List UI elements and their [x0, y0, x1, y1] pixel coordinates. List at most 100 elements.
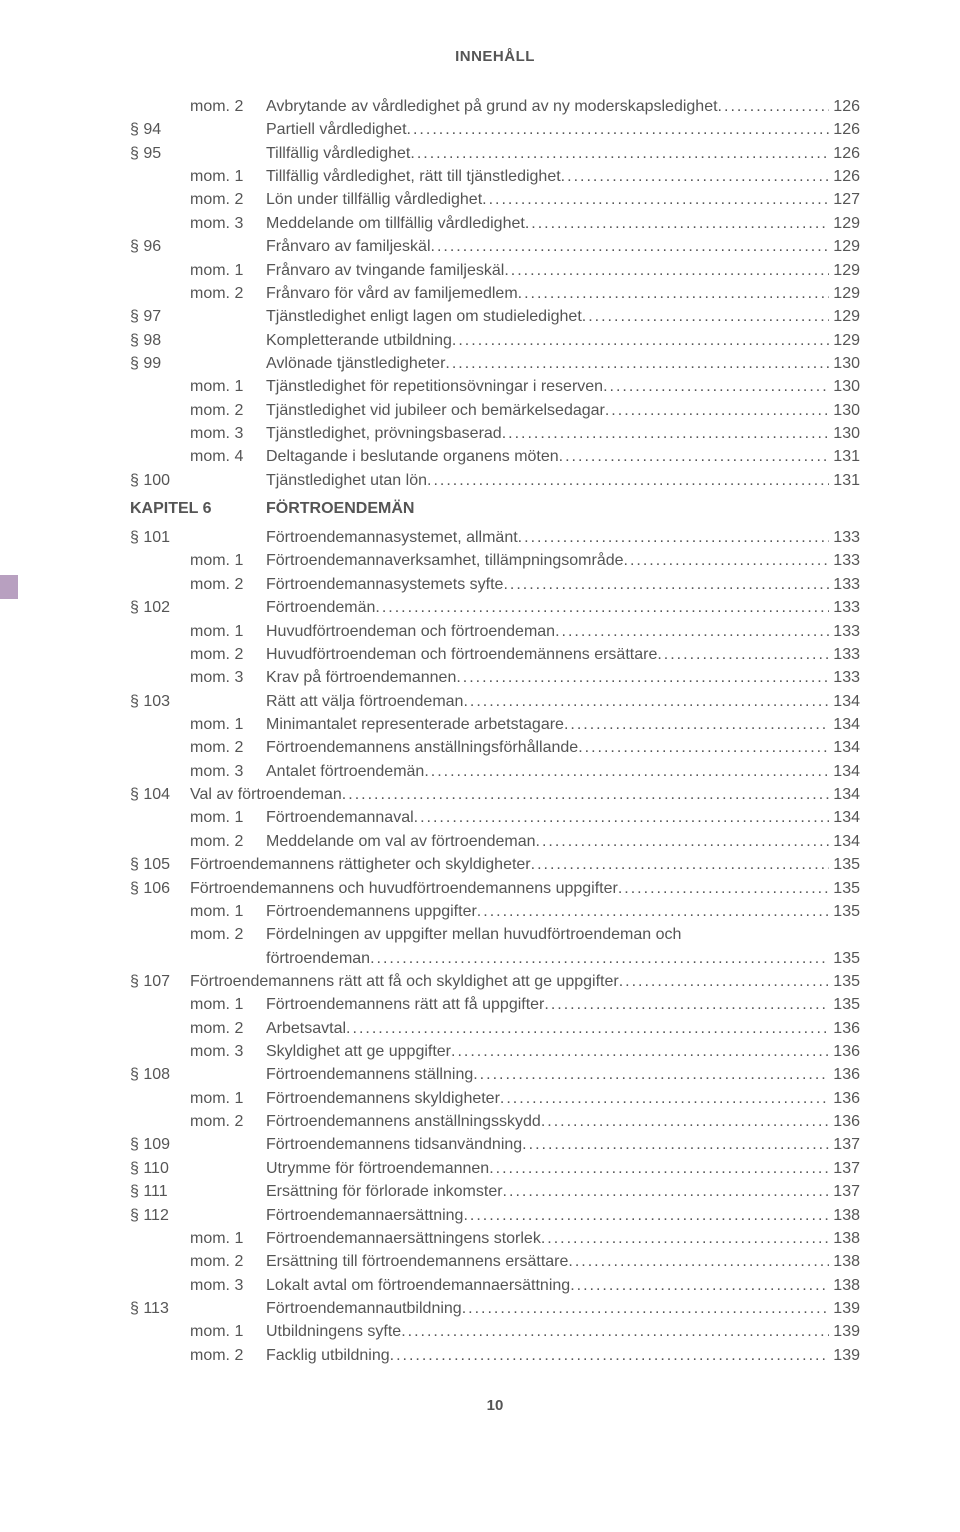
toc-leader-dots	[342, 783, 830, 806]
toc-row: mom. 1Förtroendemannens rätt att få uppg…	[130, 993, 860, 1016]
toc-leader-dots	[536, 830, 830, 853]
toc-label: Huvudförtroendeman och förtroendemännens…	[266, 643, 657, 666]
table-of-contents: mom. 2Avbrytande av vårdledighet på grun…	[130, 95, 860, 1367]
toc-leader-dots	[518, 282, 830, 305]
toc-leader-dots	[451, 1040, 829, 1063]
toc-section: § 107	[130, 970, 190, 993]
toc-leader-dots	[445, 352, 829, 375]
toc-row: § 96 Frånvaro av familjeskäl 129	[130, 235, 860, 258]
toc-label: Antalet förtroendemän	[266, 760, 424, 783]
toc-page: 129	[829, 282, 860, 305]
toc-leader-dots	[503, 573, 829, 596]
toc-label: Förtroendemannaval	[266, 806, 414, 829]
toc-leader-dots	[503, 1180, 830, 1203]
toc-page: 126	[829, 95, 860, 118]
toc-section: § 108	[130, 1063, 190, 1086]
toc-page: 139	[829, 1320, 860, 1343]
toc-mom: mom. 1	[190, 259, 266, 282]
toc-leader-dots	[375, 596, 829, 619]
toc-page: 131	[829, 445, 860, 468]
toc-row: mom. 2Huvudförtroendeman och förtroendem…	[130, 643, 860, 666]
toc-label: Förtroendemannens uppgifter	[266, 900, 477, 923]
toc-page: 133	[829, 643, 860, 666]
toc-label: Tillfällig vårdledighet	[266, 142, 410, 165]
toc-page: 134	[829, 783, 860, 806]
toc-leader-dots	[718, 95, 830, 118]
toc-leader-dots	[414, 806, 830, 829]
toc-row: § 109Förtroendemannens tidsanvändning 13…	[130, 1133, 860, 1156]
toc-row: mom. 3Antalet förtroendemän 134	[130, 760, 860, 783]
toc-page: 138	[829, 1250, 860, 1273]
toc-label: Tillfällig vårdledighet, rätt till tjäns…	[266, 165, 561, 188]
toc-mom: mom. 2	[190, 736, 266, 759]
toc-page: 133	[829, 620, 860, 643]
toc-label: Förtroendemannens anställningsförhålland…	[266, 736, 578, 759]
toc-leader-dots	[568, 1250, 829, 1273]
toc-page: 136	[829, 1017, 860, 1040]
toc-leader-dots	[401, 1320, 829, 1343]
toc-page: 137	[829, 1157, 860, 1180]
toc-leader-dots	[605, 399, 829, 422]
toc-row: mom. 2Lön under tillfällig vårdledighet …	[130, 188, 860, 211]
toc-row: § 113Förtroendemannautbildning 139	[130, 1297, 860, 1320]
toc-label: Partiell vårdledighet	[266, 118, 407, 141]
toc-leader-dots	[624, 549, 830, 572]
toc-label: Förtroendemannaersättningens storlek	[266, 1227, 541, 1250]
toc-row: mom. 1Förtroendemannens uppgifter 135	[130, 900, 860, 923]
toc-leader-dots	[407, 118, 830, 141]
toc-page: 126	[829, 118, 860, 141]
toc-row: mom. 2Tjänstledighet vid jubileer och be…	[130, 399, 860, 422]
toc-leader-dots	[518, 526, 830, 549]
toc-row: mom. 1Tjänstledighet för repetitionsövni…	[130, 375, 860, 398]
toc-label: Frånvaro av familjeskäl	[266, 235, 431, 258]
page: INNEHÅLL mom. 2Avbrytande av vårdledighe…	[0, 0, 960, 1454]
toc-row: mom. 3Lokalt avtal om förtroendemannaers…	[130, 1274, 860, 1297]
toc-row: § 99Avlönade tjänstledigheter 130	[130, 352, 860, 375]
toc-label: Facklig utbildning	[266, 1344, 390, 1367]
toc-label: Förtroendemannautbildning	[266, 1297, 462, 1320]
toc-page: 134	[829, 713, 860, 736]
toc-label: Förtroendemannens ställning	[266, 1063, 473, 1086]
toc-mom: mom. 3	[190, 422, 266, 445]
toc-row: § 100Tjänstledighet utan lön 131	[130, 469, 860, 492]
toc-leader-dots	[390, 1344, 830, 1367]
toc-section: § 95	[130, 142, 190, 165]
toc-row: mom. 1Förtroendemannaersättningens storl…	[130, 1227, 860, 1250]
toc-leader-dots	[618, 877, 829, 900]
toc-page: 136	[829, 1063, 860, 1086]
toc-mom: mom. 1	[190, 900, 266, 923]
toc-section: § 96	[130, 235, 190, 258]
toc-page: 131	[829, 469, 860, 492]
toc-leader-dots	[462, 1297, 830, 1320]
toc-label: Minimantalet representerade arbetstagare	[266, 713, 564, 736]
toc-label: Förtroendemannens och huvudförtroendeman…	[190, 877, 618, 900]
toc-row: mom. 1Förtroendemannaval 134	[130, 806, 860, 829]
toc-label: Avlönade tjänstledigheter	[266, 352, 445, 375]
toc-leader-dots	[370, 947, 829, 970]
toc-section: § 106	[130, 877, 190, 900]
toc-page: 134	[829, 736, 860, 759]
toc-leader-dots	[477, 900, 830, 923]
toc-row: mom. 3Meddelande om tillfällig vårdledig…	[130, 212, 860, 235]
toc-mom: mom. 1	[190, 549, 266, 572]
toc-label: Förtroendemän	[266, 596, 375, 619]
toc-row: förtroendeman 135	[130, 947, 860, 970]
toc-section: § 103	[130, 690, 190, 713]
toc-label: Ersättning till förtroendemannens ersätt…	[266, 1250, 568, 1273]
toc-section: § 99	[130, 352, 190, 375]
toc-row: mom. 2Arbetsavtal 136	[130, 1017, 860, 1040]
toc-mom: mom. 2	[190, 188, 266, 211]
toc-leader-dots	[541, 1227, 829, 1250]
toc-row: § 95Tillfällig vårdledighet 126	[130, 142, 860, 165]
toc-page: 135	[829, 853, 860, 876]
toc-row: § 110Utrymme för förtroendemannen 137	[130, 1157, 860, 1180]
toc-page: 137	[829, 1180, 860, 1203]
toc-label: Förtroendemannens tidsanvändning	[266, 1133, 522, 1156]
toc-leader-dots	[502, 422, 830, 445]
toc-mom: mom. 1	[190, 806, 266, 829]
toc-label: Förtroendemannens rättigheter och skyldi…	[190, 853, 531, 876]
toc-page: 129	[829, 235, 860, 258]
toc-leader-dots	[531, 853, 830, 876]
toc-label: Tjänstledighet enligt lagen om studieled…	[266, 305, 582, 328]
toc-row: mom. 1Frånvaro av tvingande familjeskäl …	[130, 259, 860, 282]
